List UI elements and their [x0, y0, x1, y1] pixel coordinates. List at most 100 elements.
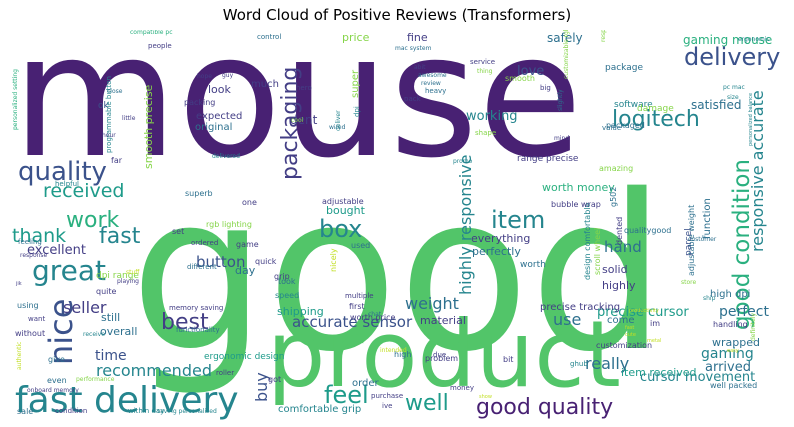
word-worth: worth — [520, 260, 546, 270]
word-perfect: perfect — [719, 304, 769, 320]
word-speed: speed — [275, 291, 299, 300]
word-problem: problem — [425, 354, 458, 363]
word-quite: quite — [96, 287, 117, 296]
word-dpi-range: dpi range — [96, 271, 139, 281]
word-highly-responsive: highly responsive — [456, 155, 475, 295]
word-good-quality: good quality — [476, 395, 613, 420]
word-close: close — [107, 88, 123, 95]
word-quick: quick — [255, 257, 277, 266]
word-item: item — [491, 206, 545, 234]
word-onboard-memory: onboard memory — [27, 387, 79, 394]
word-functionality: functionality — [176, 326, 220, 334]
word-come: come — [607, 315, 635, 326]
word-mind: mind — [554, 135, 569, 142]
word-look: look — [208, 83, 232, 96]
word-fast: fast — [625, 325, 634, 331]
word-superb: superb — [185, 189, 213, 198]
word-jik: jik — [15, 281, 22, 287]
word-dented: dented — [615, 217, 624, 245]
word-logitech: logitech — [612, 107, 700, 132]
word-multiple: multiple — [345, 292, 374, 300]
word-deliver: deliver — [335, 110, 342, 131]
word-original: original — [195, 122, 232, 133]
word-ghub: ghub — [570, 360, 588, 368]
word-adjustable-weight: adjustable weight — [687, 205, 696, 276]
word-love: love — [517, 64, 544, 79]
word-product: product — [267, 301, 621, 408]
word-precise-tracking: precise tracking — [540, 302, 620, 313]
word-bit: bit — [503, 355, 513, 364]
word-heavy: heavy — [425, 87, 446, 95]
word-ive: ive — [382, 402, 392, 410]
word-everything: everything — [471, 232, 530, 245]
word-packaging: packaging — [278, 67, 303, 180]
word-big: big — [540, 84, 551, 92]
word-slightly: slightly — [557, 89, 564, 111]
word-playing: playing — [117, 278, 139, 285]
word-box: box — [319, 215, 362, 243]
word-pc-mac: pc mac — [723, 84, 745, 91]
word-excellent: excellent — [27, 243, 86, 258]
word-recommended: recommended — [96, 361, 212, 380]
word-software: software — [614, 100, 653, 110]
word-first: first — [349, 302, 365, 311]
word-delivery: delivery — [684, 43, 780, 71]
word-weight: weight — [405, 294, 459, 313]
word-item-received: item received — [621, 366, 697, 379]
word-nice: nice — [42, 299, 80, 365]
word-abit: abit — [414, 64, 426, 71]
word-much: much — [251, 79, 279, 90]
word-size: size — [727, 94, 739, 101]
word-feeling: feeling — [18, 238, 42, 246]
word-thank: thank — [12, 225, 66, 247]
word-day: day — [235, 264, 256, 277]
word-cloud: mouse good product fast delivery delivery goo… — [12, 30, 782, 420]
word-responsive: responsive — [600, 30, 607, 42]
word-game: game — [236, 240, 259, 249]
word-got: got — [268, 375, 281, 384]
word-accurate-sensor: accurate sensor — [292, 313, 413, 331]
word-mouse: mouse — [12, 30, 583, 196]
word-time: time — [95, 348, 127, 364]
word-hand: hand — [604, 238, 642, 256]
word-wired: wired — [329, 124, 346, 131]
word-dpi: dpi — [353, 106, 361, 117]
word-function: function — [702, 198, 713, 239]
word-pack: pack — [404, 95, 422, 103]
word-without: without — [15, 329, 45, 338]
word-value: value — [602, 124, 621, 132]
word-super: super — [350, 69, 361, 98]
word-even: even — [47, 376, 67, 385]
word-amazing: amazing — [599, 164, 633, 173]
word-productivity: productivity — [629, 308, 659, 314]
word-dent: dent — [290, 113, 318, 127]
word-control: control — [257, 33, 281, 41]
word-personalized-setting: personalized setting — [12, 69, 19, 130]
word-sale: sale — [17, 407, 33, 416]
word-response: response — [20, 252, 48, 259]
word-fast-delivery: fast delivery — [15, 380, 239, 420]
word-qualitygood: qualitygood — [624, 226, 671, 235]
word-well: well — [405, 391, 449, 416]
word-customer: customer — [688, 236, 717, 243]
word-package: package — [605, 63, 643, 73]
word-hope: hope — [197, 73, 212, 80]
word-programmable-button: programmable button — [105, 76, 113, 153]
word-seller: seller — [63, 298, 107, 317]
word-nicely: nicely — [329, 248, 338, 272]
word-customization: customization — [596, 341, 652, 350]
word-good: good — [130, 148, 666, 399]
word-using: using — [17, 301, 39, 310]
word-ergonomic: ergonomic — [738, 36, 770, 43]
word-performance: performance — [76, 376, 115, 383]
word-rgb-lighting: rgb lighting — [206, 220, 252, 229]
word-really: really — [585, 354, 629, 373]
word-expected: expected — [196, 111, 242, 122]
word-fast: fast — [99, 224, 141, 249]
word-shape: shape — [475, 129, 496, 137]
word-good-condition: good condition — [729, 159, 755, 330]
word-delivered: delivered — [212, 153, 240, 160]
word-grip: grip — [274, 272, 290, 281]
word-solid: solid — [602, 263, 628, 276]
